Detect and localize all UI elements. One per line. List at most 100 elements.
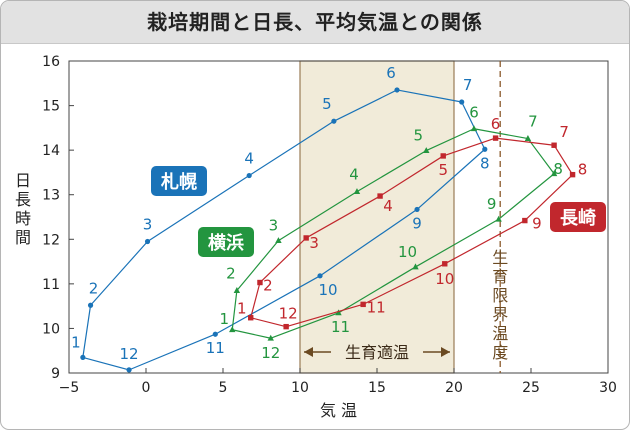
month-label: 8 <box>578 161 588 179</box>
month-label: 3 <box>309 234 319 252</box>
data-point <box>212 331 218 337</box>
month-label: 9 <box>412 214 422 232</box>
data-point <box>377 193 383 199</box>
band-arrow-head-right <box>441 347 450 357</box>
month-label: 1 <box>237 300 247 318</box>
month-label: 2 <box>89 279 99 297</box>
data-point <box>267 334 274 341</box>
growth-limit-label-char: 温 <box>492 324 508 343</box>
x-tick-label: 25 <box>522 380 540 396</box>
data-point <box>569 171 576 178</box>
month-label: 10 <box>435 270 454 288</box>
month-label: 1 <box>71 333 81 351</box>
month-label: 4 <box>383 197 393 215</box>
month-label: 5 <box>322 95 332 113</box>
data-point <box>303 235 309 241</box>
month-label: 11 <box>367 298 386 316</box>
data-point <box>229 326 236 333</box>
data-point <box>360 301 366 308</box>
growth-limit-label-char: 育 <box>492 267 508 286</box>
band-label: 生育適温 <box>345 343 409 362</box>
optimal-temp-band <box>299 60 455 374</box>
data-point <box>423 147 430 153</box>
month-label: 3 <box>269 217 279 235</box>
month-label: 4 <box>349 166 359 184</box>
y-tick-label: 9 <box>51 366 60 382</box>
month-label: 6 <box>491 115 501 133</box>
month-label: 1 <box>219 310 229 328</box>
data-point <box>144 238 151 245</box>
x-tick-label: 15 <box>368 380 386 396</box>
x-tick-label: 20 <box>445 380 463 396</box>
x-tick-label: 30 <box>599 380 617 396</box>
legend-label: 長崎 <box>560 207 596 229</box>
month-label: 9 <box>532 215 542 233</box>
month-label: 6 <box>469 104 479 122</box>
data-point <box>522 217 528 224</box>
data-point <box>440 153 446 159</box>
growth-limit-label-char: 度 <box>492 343 508 362</box>
data-point <box>248 315 254 321</box>
data-point <box>317 273 323 279</box>
y-tick-label: 11 <box>42 277 60 293</box>
data-point <box>482 146 488 152</box>
legend-badge <box>550 202 606 232</box>
month-label: 9 <box>487 195 497 213</box>
month-label: 4 <box>244 150 254 168</box>
data-point <box>257 279 263 286</box>
legend-badge <box>198 227 254 257</box>
band-label-background <box>331 341 423 363</box>
month-label: 5 <box>414 127 424 145</box>
data-point <box>459 99 465 105</box>
data-point <box>335 309 342 316</box>
y-axis-title-char: 長 <box>15 190 31 209</box>
y-axis-title-char: 間 <box>15 228 31 247</box>
y-axis-title-char: 時 <box>15 209 31 228</box>
plot-area-border <box>68 60 609 374</box>
data-point <box>126 367 132 373</box>
month-label: 2 <box>226 265 236 283</box>
data-point <box>275 237 282 244</box>
data-point <box>80 354 86 360</box>
month-label: 3 <box>143 216 153 234</box>
data-point <box>394 87 400 93</box>
data-point <box>550 170 558 177</box>
data-point <box>87 302 94 308</box>
y-tick-label: 12 <box>42 232 60 248</box>
y-tick-label: 10 <box>42 321 60 337</box>
y-tick-label: 14 <box>42 143 60 159</box>
month-label: 6 <box>386 64 396 82</box>
y-tick-label: 16 <box>42 54 60 70</box>
data-point <box>470 125 478 132</box>
data-point <box>233 287 241 293</box>
month-label: 5 <box>438 161 448 179</box>
data-point <box>331 118 337 124</box>
y-tick-label: 15 <box>42 99 60 115</box>
data-point <box>246 172 252 179</box>
month-label: 11 <box>206 339 225 357</box>
month-label: 7 <box>559 123 569 141</box>
data-point <box>283 323 289 330</box>
data-point <box>492 135 499 141</box>
growth-limit-label-char: 生 <box>492 248 508 267</box>
month-label: 8 <box>480 154 490 172</box>
month-label: 12 <box>261 344 280 362</box>
data-point <box>524 135 532 141</box>
legend-label: 横浜 <box>208 232 244 254</box>
growth-limit-label-char: 限 <box>492 286 508 305</box>
data-point <box>442 261 448 267</box>
data-point <box>495 215 502 222</box>
data-point <box>414 206 420 213</box>
growth-limit-label-char: 界 <box>492 305 508 324</box>
data-point <box>551 142 557 148</box>
x-tick-label: −5 <box>59 380 80 396</box>
month-label: 7 <box>528 113 538 131</box>
month-label: 12 <box>279 305 298 323</box>
month-label: 10 <box>318 281 337 299</box>
x-tick-label: 10 <box>291 380 309 396</box>
x-tick-label: 5 <box>219 380 228 396</box>
